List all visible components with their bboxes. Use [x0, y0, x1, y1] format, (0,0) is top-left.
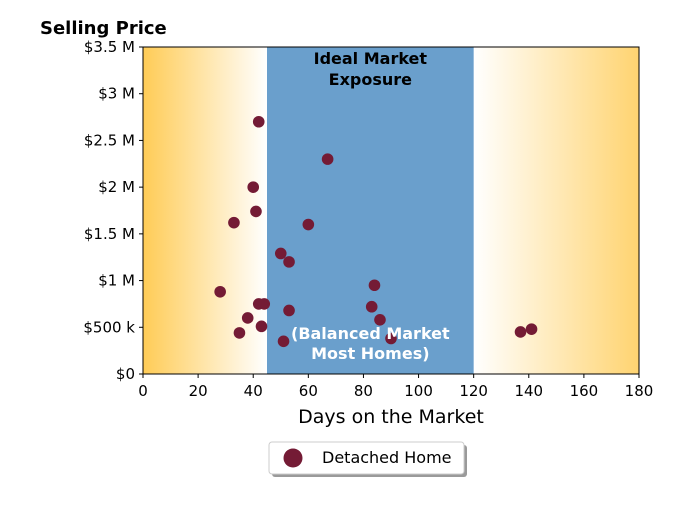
data-point	[385, 332, 397, 345]
legend: Detached Home	[268, 441, 467, 477]
x-axis-ticks: 0 20 40 60 80 100 120 140 160 180	[138, 374, 653, 400]
y-axis-ticks: $0 $500 k $1 M $1.5 M $2 M $2.5 M $3 M $3.5 M	[83, 38, 143, 383]
data-point	[255, 320, 268, 333]
y-tick-label: $2.5 M	[84, 131, 135, 149]
band-title-line-1: Ideal Market	[314, 49, 428, 68]
data-point	[214, 285, 226, 298]
legend-box	[268, 441, 465, 475]
data-point	[321, 153, 334, 165]
data-point	[250, 205, 262, 218]
y-tick-label: $1.5 M	[84, 225, 135, 243]
right-gradient-region	[473, 47, 639, 374]
data-point	[228, 216, 240, 229]
ideal-market-band	[267, 47, 474, 374]
x-tick-label: 20	[189, 382, 208, 400]
y-tick-label: $2 M	[98, 178, 135, 196]
y-tick-label: $1 M	[98, 272, 135, 290]
x-tick-label: 160	[570, 382, 599, 400]
data-point	[247, 181, 260, 193]
data-point	[277, 335, 290, 348]
y-tick-label: $3 M	[98, 85, 135, 103]
x-tick-label: 120	[459, 382, 488, 400]
data-point	[283, 304, 295, 317]
data-point	[252, 115, 265, 128]
y-tick-label: $500 k	[83, 318, 135, 336]
data-point	[302, 218, 315, 231]
scatter-points	[214, 115, 538, 348]
data-point	[374, 314, 386, 326]
x-tick-label: 0	[138, 382, 148, 400]
y-axis-title: Selling Price	[40, 18, 167, 39]
data-point	[241, 312, 254, 324]
x-tick-label: 40	[244, 382, 263, 400]
x-tick-label: 140	[514, 382, 543, 400]
data-point	[368, 279, 381, 292]
band-subtitle-line-2: Most Homes)	[311, 344, 429, 363]
band-subtitle-line-1: (Balanced Market	[291, 324, 450, 343]
y-tick-label: $0	[116, 365, 135, 383]
data-point	[514, 326, 527, 338]
data-point	[274, 247, 287, 260]
data-point	[233, 327, 246, 339]
data-point	[258, 298, 271, 310]
band-title-line-2: Exposure	[329, 70, 413, 89]
data-point	[283, 256, 295, 268]
x-tick-label: 60	[299, 382, 318, 400]
x-tick-label: 100	[404, 382, 433, 400]
data-point	[525, 323, 538, 335]
y-tick-label: $3.5 M	[84, 38, 135, 56]
left-gradient-region	[143, 47, 267, 374]
x-axis-title: Days on the Market	[298, 406, 484, 428]
legend-marker	[283, 448, 303, 468]
legend-label: Detached Home	[322, 448, 452, 467]
x-tick-label: 80	[354, 382, 373, 400]
plot-frame	[142, 46, 640, 375]
x-tick-label: 180	[625, 382, 654, 400]
data-point	[365, 300, 378, 313]
